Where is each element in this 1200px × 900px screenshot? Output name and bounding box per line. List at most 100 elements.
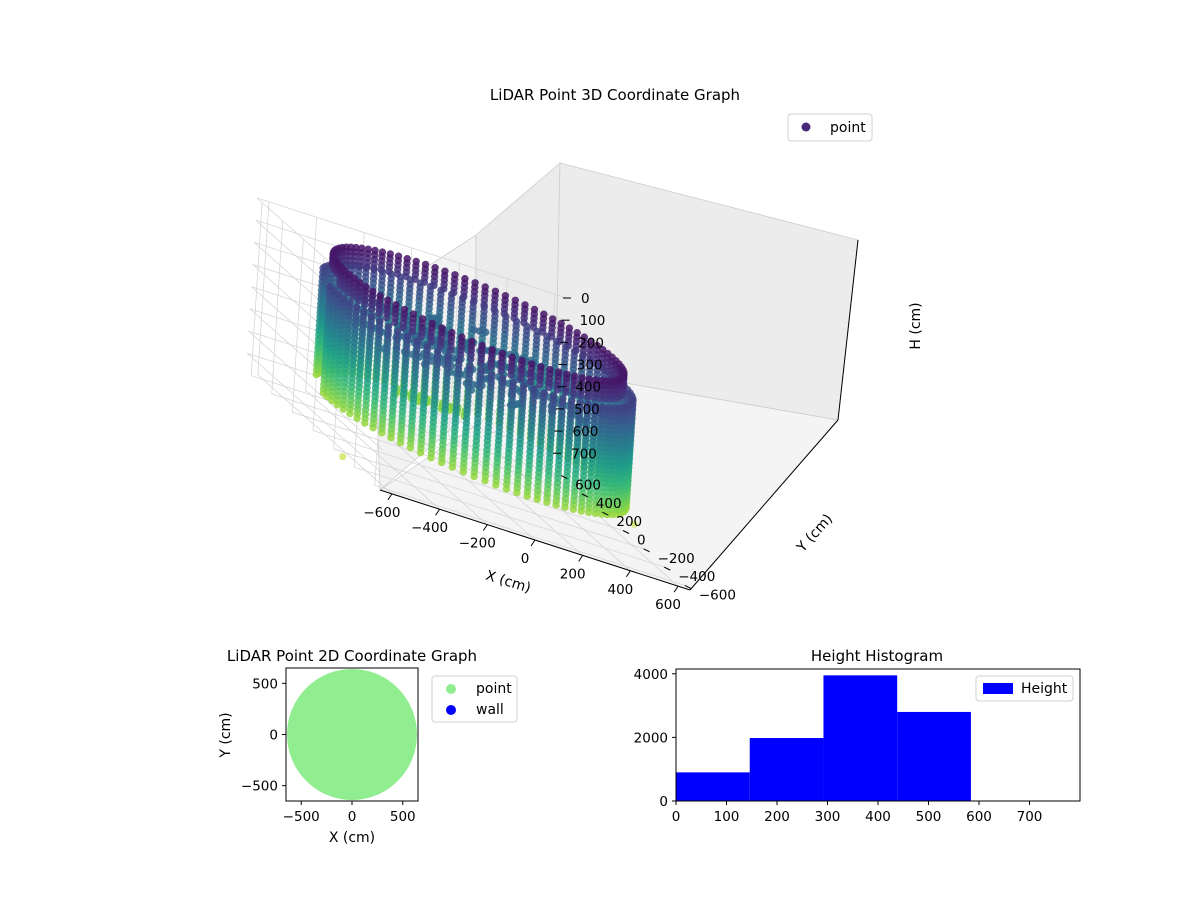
x-tick-label-histogram: 600 (966, 809, 992, 825)
legend-label-height: Height (1021, 681, 1068, 697)
y-tick-mark (602, 511, 609, 516)
cloud-point (576, 399, 584, 407)
cloud-point (488, 345, 496, 354)
z-tick-label: 600 (573, 424, 599, 440)
cloud-point (353, 303, 361, 311)
cloud-point (481, 283, 489, 291)
x-tick-label-histogram: 400 (865, 809, 891, 825)
gridline-back-y (271, 220, 284, 394)
z-tick-label: 200 (578, 335, 604, 351)
x-tick-label-histogram: 0 (672, 809, 681, 825)
y-tick-label: −600 (699, 587, 736, 603)
cloud-point (597, 377, 605, 385)
cloud-point (438, 324, 446, 332)
legend-marker-point-2d (446, 684, 456, 694)
cloud-point (491, 287, 500, 295)
cloud-point (384, 322, 393, 330)
point-disc (287, 669, 417, 800)
cloud-point (412, 257, 420, 266)
z-axis-line (837, 239, 859, 421)
legend-label-point: point (830, 120, 866, 136)
cloud-point (431, 264, 439, 272)
legend-3d: point (787, 113, 873, 142)
cloud-point (400, 305, 409, 314)
y-tick-label: −400 (678, 569, 715, 585)
y-tick-label-2d: 0 (269, 728, 278, 744)
cloud-point (386, 250, 394, 258)
cloud-point (409, 310, 418, 318)
y-ticks-histogram: 0 2000 4000 (634, 667, 676, 810)
cloud-point (585, 375, 593, 383)
x-tick-label-histogram: 700 (1017, 809, 1043, 825)
cloud-point (345, 271, 354, 279)
cloud-point (591, 376, 599, 384)
cloud-point (434, 347, 442, 355)
y-axis-line (689, 419, 839, 591)
y-tick-label: 0 (637, 533, 646, 549)
cloud-point (471, 279, 479, 287)
y-tick-mark (622, 530, 630, 534)
cloud-point (376, 292, 384, 300)
x-tick-label: 600 (655, 597, 681, 613)
x-tick-label-2d: −500 (283, 809, 320, 825)
y-tick-mark (684, 584, 692, 589)
y-tick-label-histogram: 0 (659, 794, 668, 810)
cloud-point (578, 374, 586, 382)
cloud-point (498, 374, 507, 383)
x-ticks-histogram: 0 100 200 300 400 500 600 700 (672, 801, 1043, 825)
z-tick-label: 0 (581, 291, 590, 307)
cloud-point (346, 298, 354, 307)
cloud-point (604, 404, 613, 412)
cloud-point (554, 368, 563, 376)
x-tick-mark (673, 585, 679, 593)
cloud-point (593, 341, 601, 350)
chart-histogram: Height Histogram 0 100 200 300 400 500 600 700 … (634, 647, 1081, 825)
x-tick-label: 200 (560, 566, 586, 582)
x-tick-label-histogram: 500 (916, 809, 942, 825)
cloud-point (369, 287, 377, 295)
cloud-point (340, 294, 348, 302)
gridline-back-x (305, 217, 318, 391)
x-tick-label-histogram: 100 (714, 809, 740, 825)
cloud-point (444, 352, 453, 360)
cloud-point (520, 382, 528, 390)
histogram-bar (823, 675, 898, 801)
gridline-back-y (250, 202, 263, 376)
x-tick-label: −400 (411, 520, 448, 536)
cloud-point (610, 404, 618, 412)
legend-marker-point (801, 122, 811, 132)
cloud-point (521, 301, 529, 309)
x-axis-label-3d: X (cm) (484, 568, 533, 597)
cloud-point (477, 366, 485, 374)
y-tick-label: −200 (658, 551, 695, 567)
cloud-point (530, 385, 538, 394)
y-tick-label: 200 (616, 514, 642, 530)
cloud-point (568, 397, 576, 405)
cloud-point (319, 264, 327, 272)
cloud-point (360, 308, 368, 316)
legend-label-point-2d: point (476, 681, 512, 697)
z-tick-label: 100 (580, 313, 606, 329)
y-tick-label-2d: 500 (252, 676, 278, 692)
cloud-point (508, 353, 516, 361)
cloud-point (364, 245, 372, 253)
cloud-point (362, 283, 370, 291)
x-tick-label-histogram: 200 (764, 809, 790, 825)
legend-2d: point wall (431, 675, 518, 723)
cloud-point (501, 292, 510, 300)
cloud-point (546, 365, 554, 374)
x-tick-mark (625, 570, 631, 578)
z-axis-label-3d: H (cm) (908, 302, 924, 349)
cloud-point (458, 333, 466, 341)
cloud-point (573, 329, 581, 337)
x-tick-label: 0 (521, 551, 530, 567)
x-tick-label-2d: 0 (348, 809, 357, 825)
cloud-point (451, 271, 459, 279)
y-ticks-3d: −600 −400 −200 0 200 400 600 (560, 475, 736, 603)
z-ticks-3d: 0 100 200 300 400 500 600 700 (553, 291, 605, 462)
point-cloud (312, 243, 638, 528)
outlier-point (630, 520, 638, 528)
chart-2d-title: LiDAR Point 2D Coordinate Graph (227, 647, 477, 665)
y-tick-mark (560, 475, 568, 480)
gridline-z-left (246, 352, 382, 473)
